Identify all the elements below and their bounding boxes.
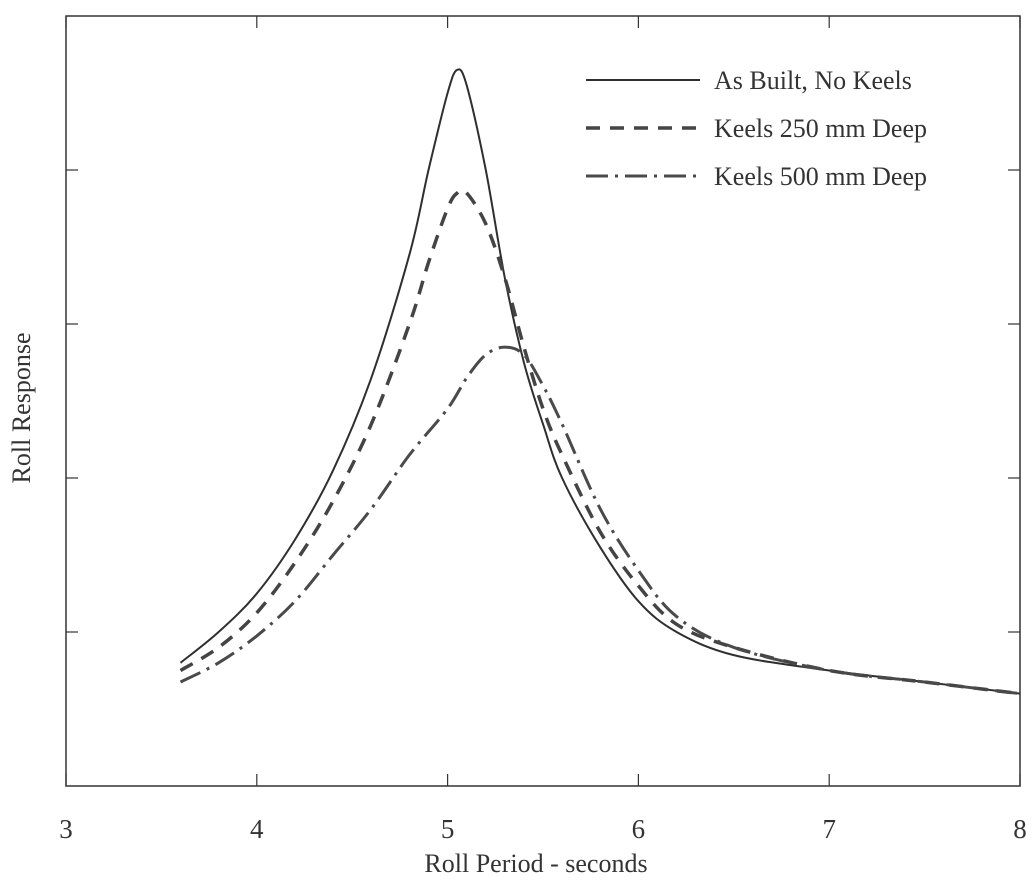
legend: As Built, No Keels Keels 250 mm Deep Keels… <box>586 66 927 191</box>
series-line-1 <box>179 68 1021 695</box>
series-line-3 <box>179 345 1021 696</box>
x-axis-label: Roll Period - seconds <box>424 849 647 878</box>
y-axis-label: Roll Response <box>7 333 36 484</box>
x-tick-label: 8 <box>1013 814 1027 844</box>
x-tick-label: 7 <box>822 814 836 844</box>
x-tick-label: 4 <box>250 814 264 844</box>
axes-layer: 3 4 5 6 7 8 <box>59 15 1027 844</box>
x-tick-label: 3 <box>59 814 73 844</box>
series-line-2 <box>179 188 1021 696</box>
legend-label-1: As Built, No Keels <box>714 66 912 95</box>
lines-layer <box>179 68 1021 696</box>
x-tick-label: 5 <box>441 814 455 844</box>
plot-frame <box>65 15 1021 787</box>
legend-label-3: Keels 500 mm Deep <box>714 162 927 191</box>
x-tick-label: 6 <box>632 814 646 844</box>
legend-label-2: Keels 250 mm Deep <box>714 114 927 143</box>
